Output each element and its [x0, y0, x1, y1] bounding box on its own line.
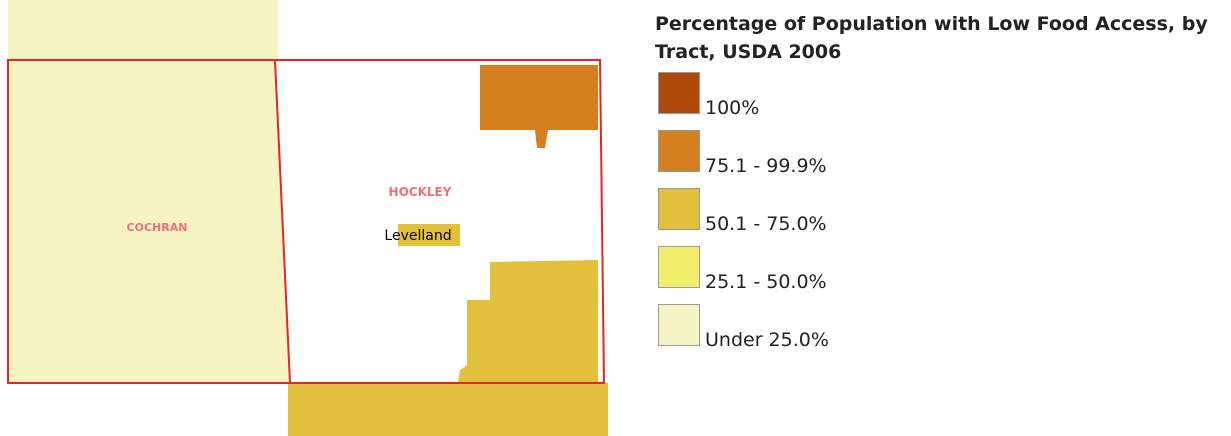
swatch [658, 304, 700, 346]
county-border [7, 59, 606, 384]
map: COCHRAN HOCKLEY Levelland [7, 0, 608, 436]
swatch [658, 246, 700, 288]
legend-label: 25.1 - 50.0% [705, 271, 827, 293]
tract [458, 260, 598, 382]
county-border [274, 59, 291, 384]
legend-label: 100% [705, 97, 760, 119]
legend-item: 75.1 - 99.9% [655, 130, 1225, 188]
legend-label: Under 25.0% [705, 329, 829, 351]
swatch [658, 72, 700, 114]
swatch [658, 130, 700, 172]
county-label: HOCKLEY [389, 185, 452, 199]
legend-item: Under 25.0% [655, 304, 1225, 362]
tract [398, 224, 460, 246]
legend-title: Percentage of Population with Low Food A… [655, 13, 1208, 63]
legend-item: 25.1 - 50.0% [655, 246, 1225, 304]
tract [8, 0, 278, 62]
tract [288, 383, 608, 436]
legend-label: 75.1 - 99.9% [705, 155, 827, 177]
legend-items: 100% 75.1 - 99.9% 50.1 - 75.0% 25.1 - 50.0%… [655, 72, 1225, 362]
tract [480, 65, 598, 148]
county-label: COCHRAN [127, 221, 188, 234]
swatch [658, 188, 700, 230]
legend: Percentage of Population with Low Food A… [655, 10, 1225, 362]
legend-item: 100% [655, 72, 1225, 130]
tract [8, 62, 290, 383]
legend-label: 50.1 - 75.0% [705, 213, 827, 235]
legend-item: 50.1 - 75.0% [655, 188, 1225, 246]
city-label: Levelland [384, 228, 451, 244]
